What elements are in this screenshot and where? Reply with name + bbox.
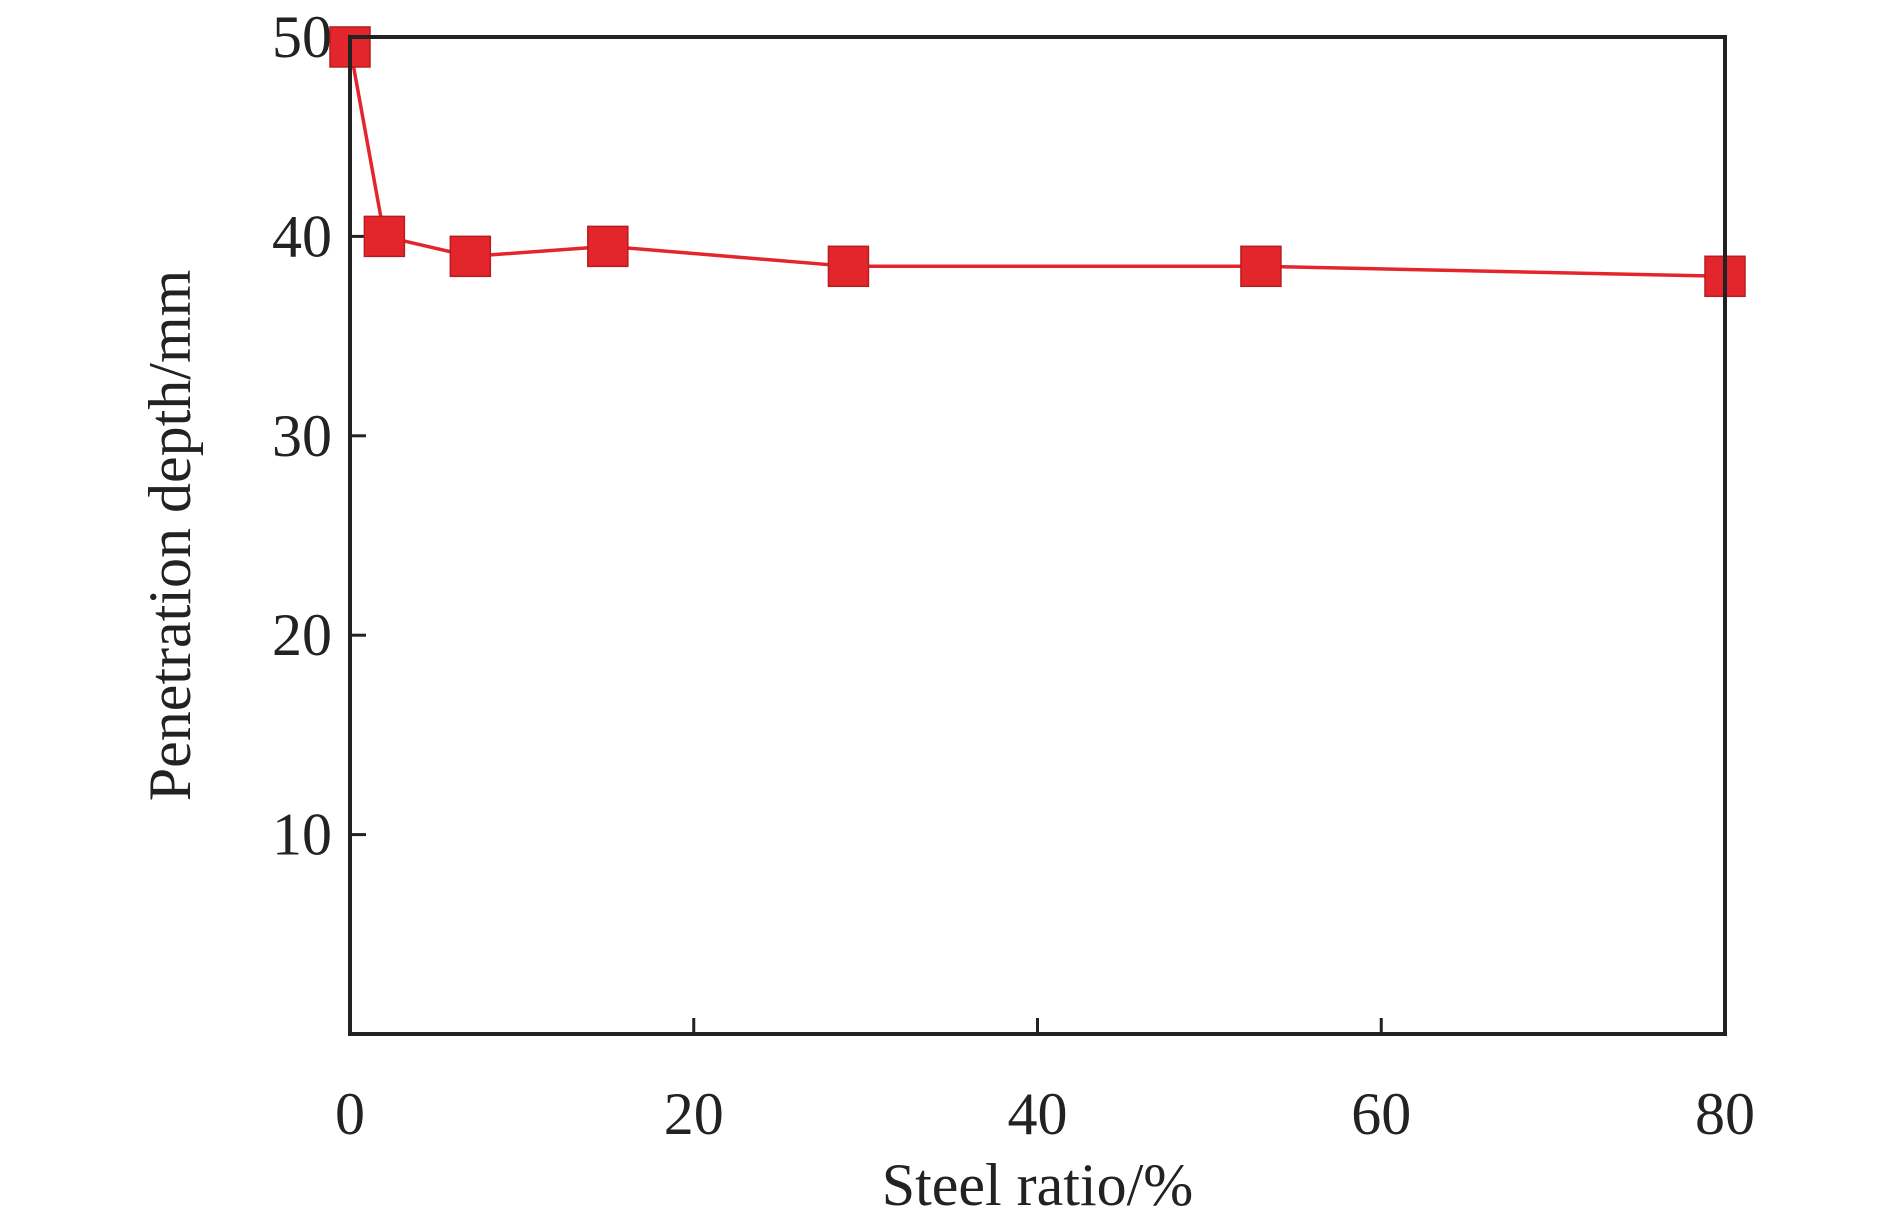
y-tick-label: 50: [272, 4, 332, 70]
y-tick-label: 30: [272, 403, 332, 469]
x-axis-title: Steel ratio/%: [882, 1152, 1194, 1218]
plot-frame: [348, 35, 1727, 1036]
x-axis-ticks: 0 20 40 60 80: [335, 1018, 1755, 1147]
x-tick-label: 40: [1008, 1081, 1068, 1147]
data-point: [363, 215, 406, 258]
y-axis-title: Penetration depth/mm: [137, 270, 203, 802]
data-point: [827, 245, 870, 288]
x-tick-label: 80: [1695, 1081, 1755, 1147]
y-tick-label: 20: [272, 602, 332, 668]
data-point: [449, 235, 492, 278]
y-axis-ticks: 10 20 30 40 50: [272, 4, 366, 868]
data-point: [587, 225, 629, 268]
series-layer: [329, 26, 1746, 298]
data-point: [1240, 245, 1282, 288]
series-line: [348, 46, 1726, 279]
x-tick-label: 60: [1351, 1081, 1411, 1147]
y-tick-label: 40: [272, 203, 332, 269]
x-tick-label: 20: [664, 1081, 724, 1147]
y-tick-label: 10: [272, 802, 332, 868]
x-tick-label: 0: [335, 1081, 365, 1147]
